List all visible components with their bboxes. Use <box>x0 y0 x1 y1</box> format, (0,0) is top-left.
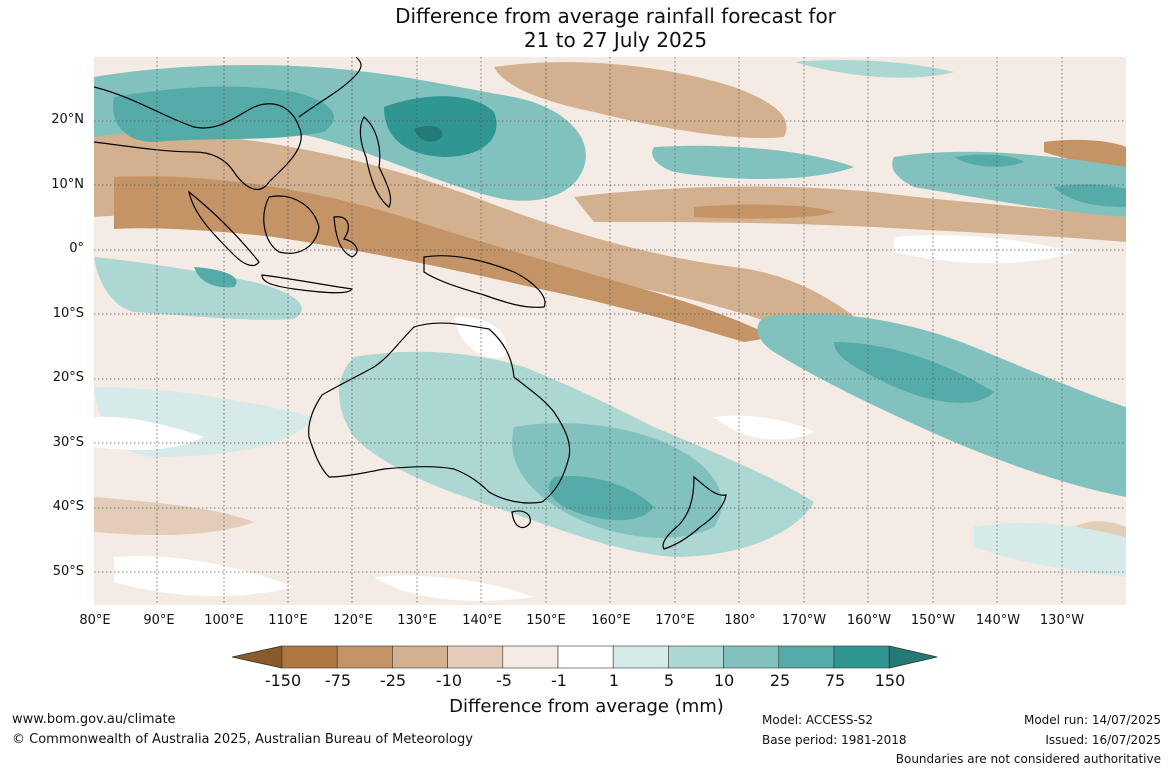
colorbar-tick: -150 <box>264 671 302 690</box>
colorbar-tick: -75 <box>324 671 352 690</box>
colorbar-tick: -1 <box>551 671 567 690</box>
lon-label-80e: 80°E <box>79 613 111 628</box>
colorbar-arrow-high <box>888 645 938 669</box>
lat-label-20n: 20°N <box>51 112 84 127</box>
lon-label-140w: 140°W <box>975 613 1021 628</box>
lon-label-170w: 170°W <box>781 613 827 628</box>
colorbar-tick: -10 <box>435 671 463 690</box>
colorbar-segment <box>557 645 614 669</box>
colorbar-segment <box>447 645 504 669</box>
lat-label-10n: 10°N <box>51 177 84 192</box>
lat-label-30s: 30°S <box>52 435 84 450</box>
lon-label-140e: 140°E <box>462 613 502 628</box>
lon-label-160e: 160°E <box>591 613 631 628</box>
lon-label-130e: 130°E <box>397 613 437 628</box>
colorbar-title: Difference from average (mm) <box>449 696 724 717</box>
base-period: Base period: 1981-2018 <box>762 733 907 747</box>
colorbar-segment <box>392 645 448 669</box>
philippines-outline <box>359 116 392 208</box>
lon-label-90e: 90°E <box>143 613 175 628</box>
lat-lon-grid <box>94 57 1126 605</box>
new-zealand-outline <box>662 475 727 550</box>
lat-label-0: 0° <box>69 241 84 256</box>
colorbar-segment <box>723 645 780 669</box>
java-outline <box>261 274 353 294</box>
lon-label-150e: 150°E <box>526 613 566 628</box>
lat-label-40s: 40°S <box>52 499 84 514</box>
colorbar-segment <box>502 645 559 669</box>
colorbar-segment <box>612 645 669 669</box>
lon-label-160w: 160°W <box>846 613 892 628</box>
colorbar-segment <box>336 645 393 669</box>
colorbar-arrow-low <box>232 645 283 669</box>
colorbar-segment <box>668 645 724 669</box>
rainfall-anomaly-map <box>94 57 1126 605</box>
colorbar-tick: 75 <box>824 671 846 690</box>
lat-label-50s: 50°S <box>52 564 84 579</box>
issued-date: Issued: 16/07/2025 <box>1045 733 1161 747</box>
lon-label-180: 180° <box>724 613 756 628</box>
colorbar-segment <box>281 645 338 669</box>
website-link[interactable]: www.bom.gov.au/climate <box>12 712 176 727</box>
colorbar <box>232 645 938 669</box>
map-title-line1: Difference from average rainfall forecas… <box>395 4 836 28</box>
lon-label-110e: 110°E <box>268 613 308 628</box>
colorbar-tick: 10 <box>713 671 735 690</box>
colorbar-tick: -5 <box>496 671 512 690</box>
colorbar-tick: -25 <box>379 671 407 690</box>
boundaries-disclaimer: Boundaries are not considered authoritat… <box>895 752 1161 766</box>
map-title-line2: 21 to 27 July 2025 <box>523 28 708 52</box>
model-run-date: Model run: 14/07/2025 <box>1023 713 1161 727</box>
lon-label-130w: 130°W <box>1039 613 1085 628</box>
lon-label-150w: 150°W <box>910 613 956 628</box>
borneo-outline <box>263 195 320 254</box>
lat-label-20s: 20°S <box>52 370 84 385</box>
colorbar-segment <box>778 645 835 669</box>
coastlines <box>94 57 727 550</box>
lat-label-10s: 10°S <box>52 306 84 321</box>
china-coast-outline <box>298 57 362 118</box>
colorbar-segment <box>833 645 890 669</box>
lon-label-100e: 100°E <box>204 613 244 628</box>
australia-outline <box>308 322 571 504</box>
colorbar-tick: 5 <box>663 671 675 690</box>
wet-anomaly-regions <box>94 60 1126 577</box>
colorbar-tick: 150 <box>874 671 906 690</box>
sumatra-outline <box>188 190 260 267</box>
colorbar-tick: 25 <box>769 671 791 690</box>
new-guinea-outline <box>423 255 546 308</box>
model-name: Model: ACCESS-S2 <box>762 713 874 727</box>
lon-label-120e: 120°E <box>333 613 373 628</box>
tasmania-outline <box>511 510 531 529</box>
sulawesi-outline <box>333 216 358 258</box>
lon-label-170e: 170°E <box>655 613 695 628</box>
colorbar-tick: 1 <box>608 671 620 690</box>
asia-mainland-outline <box>94 86 302 190</box>
copyright-text: © Commonwealth of Australia 2025, Austra… <box>12 732 473 747</box>
